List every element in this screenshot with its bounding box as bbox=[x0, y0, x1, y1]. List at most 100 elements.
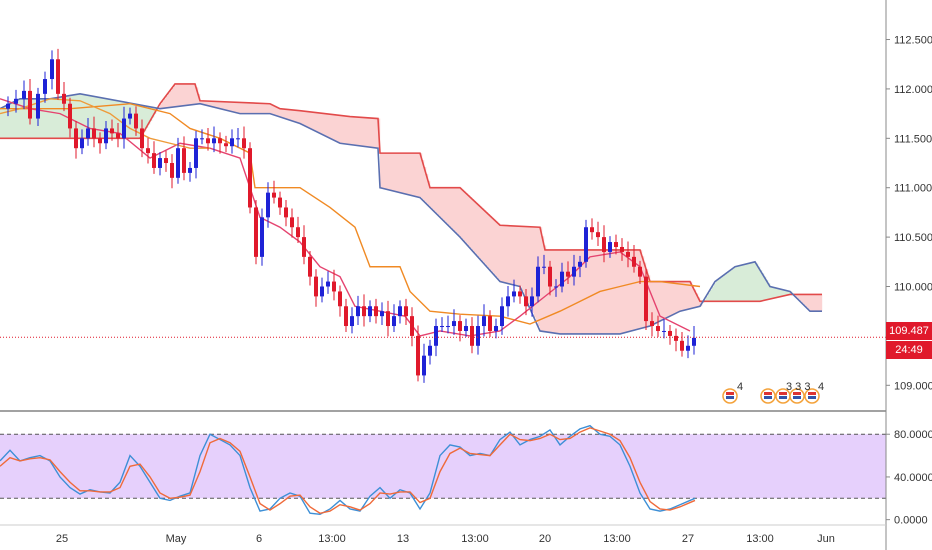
time-axis-label: 6 bbox=[256, 533, 262, 545]
cloud-slice bbox=[464, 191, 467, 242]
us-flag-stripe bbox=[793, 392, 801, 395]
cloud-slice bbox=[10, 103, 13, 139]
cloud-slice bbox=[78, 94, 81, 139]
cloud-slice bbox=[576, 249, 579, 334]
candle-body bbox=[404, 306, 408, 317]
cloud-slice bbox=[712, 286, 715, 302]
candle-body bbox=[80, 138, 84, 149]
cloud-slice bbox=[232, 102, 235, 112]
cloud-slice bbox=[686, 281, 689, 310]
cloud-slice bbox=[416, 153, 419, 197]
cloud-slice bbox=[758, 266, 761, 302]
cloud-slice bbox=[180, 83, 183, 107]
cloud-slice bbox=[286, 109, 289, 119]
cloud-slice bbox=[570, 249, 573, 334]
candle-body bbox=[650, 321, 654, 327]
stochastic-pane[interactable] bbox=[0, 424, 886, 516]
candle-body bbox=[92, 128, 96, 139]
us-flag-field bbox=[779, 396, 787, 399]
cloud-slice bbox=[450, 187, 453, 228]
cloud-slice bbox=[784, 289, 787, 296]
cloud-slice bbox=[584, 249, 587, 334]
cloud-slice bbox=[326, 113, 329, 137]
cloud-slice bbox=[306, 111, 309, 127]
cloud-slice bbox=[320, 113, 323, 134]
candle-body bbox=[362, 306, 366, 317]
cloud-slice bbox=[56, 97, 59, 139]
candle-body bbox=[578, 261, 582, 267]
cloud-slice bbox=[558, 249, 561, 334]
candle-body bbox=[554, 286, 558, 288]
candle-body bbox=[350, 316, 354, 327]
candle-body bbox=[110, 128, 114, 134]
candle-body bbox=[182, 148, 186, 173]
cloud-slice bbox=[256, 103, 259, 114]
cloud-slice bbox=[392, 153, 395, 191]
candle-body bbox=[434, 326, 438, 346]
candle-body bbox=[176, 148, 180, 178]
candle-body bbox=[308, 256, 312, 277]
price-pane[interactable]: 4 3 3 3 4 bbox=[0, 48, 886, 404]
cloud-slice bbox=[356, 117, 359, 146]
cloud-slice bbox=[254, 103, 257, 114]
cloud-slice bbox=[652, 281, 655, 326]
cloud-slice bbox=[588, 249, 591, 334]
candle-body bbox=[542, 266, 546, 268]
candle-body bbox=[548, 266, 552, 287]
candle-body bbox=[356, 306, 360, 317]
cloud-slice bbox=[456, 187, 459, 234]
cloud-slice bbox=[4, 106, 7, 139]
cloud-slice bbox=[746, 264, 749, 302]
candle-body bbox=[644, 276, 648, 322]
cloud-slice bbox=[602, 249, 605, 334]
cloud-slice bbox=[462, 189, 465, 240]
cloud-slice bbox=[670, 281, 673, 317]
cloud-slice bbox=[782, 289, 785, 297]
cloud-slice bbox=[120, 101, 123, 139]
cloud-slice bbox=[30, 98, 33, 139]
cloud-slice bbox=[754, 262, 757, 302]
candle-body bbox=[344, 306, 348, 327]
cloud-slice bbox=[186, 83, 189, 106]
cloud-slice bbox=[638, 249, 641, 330]
cloud-slice bbox=[772, 287, 775, 299]
candle-body bbox=[440, 326, 444, 328]
cloud-slice bbox=[352, 116, 355, 145]
cloud-slice bbox=[178, 83, 181, 107]
cloud-slice bbox=[614, 249, 617, 334]
cloud-slice bbox=[92, 96, 95, 139]
cloud-slice bbox=[192, 83, 195, 105]
cloud-slice bbox=[718, 279, 721, 302]
candle-body bbox=[68, 103, 72, 129]
cloud-slice bbox=[694, 289, 697, 308]
cloud-slice bbox=[86, 94, 89, 139]
chikou-span-line bbox=[0, 98, 210, 149]
cloud-slice bbox=[246, 102, 249, 114]
cloud-slice bbox=[706, 296, 709, 302]
cloud-slice bbox=[442, 187, 445, 220]
cloud-slice bbox=[534, 226, 537, 318]
cloud-slice bbox=[260, 103, 263, 114]
cloud-slice bbox=[280, 108, 283, 117]
cloud-slice bbox=[582, 249, 585, 334]
candle-body bbox=[272, 192, 276, 198]
cloud-slice bbox=[84, 94, 87, 139]
candle-body bbox=[332, 281, 336, 292]
cloud-slice bbox=[330, 114, 333, 139]
cloud-slice bbox=[664, 281, 667, 320]
cloud-slice bbox=[364, 117, 367, 147]
cloud-slice bbox=[552, 249, 555, 333]
cloud-slice bbox=[6, 105, 9, 139]
cloud-slice bbox=[76, 94, 79, 139]
candle-body bbox=[662, 330, 666, 332]
candle-body bbox=[596, 232, 600, 238]
cloud-slice bbox=[380, 153, 383, 188]
cloud-slice bbox=[354, 116, 357, 146]
cloud-slice bbox=[714, 283, 717, 302]
cloud-slice bbox=[298, 110, 301, 123]
cloud-slice bbox=[630, 249, 633, 332]
cloud-slice bbox=[390, 153, 393, 191]
cloud-slice bbox=[724, 274, 727, 302]
cloud-slice bbox=[296, 110, 299, 123]
